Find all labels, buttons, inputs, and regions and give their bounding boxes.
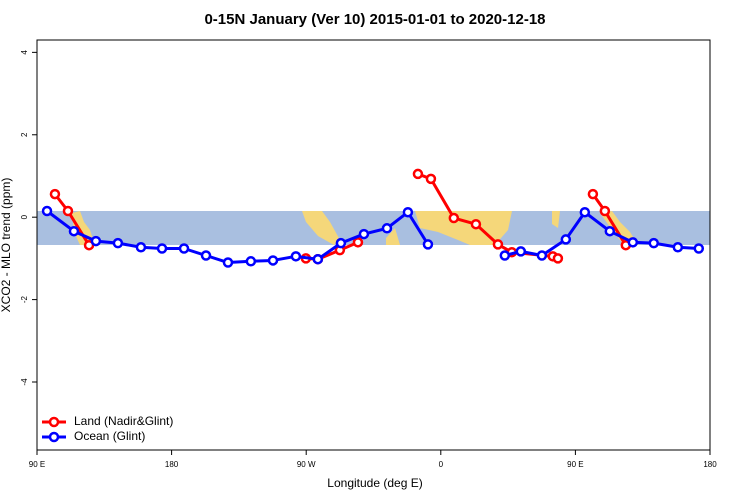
- data-point: [515, 246, 527, 257]
- data-point: [604, 225, 616, 237]
- legend-label: Land (Nadir&Glint): [74, 414, 173, 428]
- y-axis-label: XCO2 - MLO trend (ppm): [0, 178, 13, 313]
- ocean-band: [37, 211, 710, 245]
- y-tick-label: -4: [20, 378, 29, 386]
- data-point: [587, 188, 599, 200]
- x-tick-label: 180: [703, 460, 717, 469]
- data-point: [62, 205, 74, 217]
- legend-marker: [48, 431, 60, 443]
- data-point: [68, 225, 80, 237]
- chart-title: 0-15N January (Ver 10) 2015-01-01 to 202…: [204, 11, 545, 28]
- data-point: [579, 206, 591, 218]
- data-point: [49, 188, 61, 200]
- data-point: [536, 250, 548, 261]
- legend-label: Ocean (Glint): [74, 429, 145, 443]
- legend-marker: [48, 416, 60, 428]
- data-point: [245, 256, 257, 267]
- y-tick-label: 2: [20, 132, 29, 137]
- data-point: [648, 237, 660, 249]
- y-tick-label: -2: [20, 295, 29, 303]
- data-point: [402, 206, 414, 218]
- data-point: [381, 223, 393, 234]
- data-point: [627, 237, 639, 248]
- data-point: [222, 257, 234, 268]
- x-tick-label: 90 E: [567, 460, 583, 469]
- data-point: [358, 228, 370, 240]
- data-point: [599, 205, 611, 217]
- data-point: [290, 251, 302, 262]
- x-tick-label: 180: [165, 460, 179, 469]
- land-patch: [302, 211, 340, 245]
- x-tick-label: 90 E: [29, 460, 45, 469]
- data-point: [90, 235, 102, 247]
- data-point: [499, 250, 511, 261]
- land-patch: [552, 211, 560, 228]
- data-point: [41, 205, 53, 217]
- data-point: [492, 239, 504, 250]
- data-point: [267, 255, 279, 266]
- land-patch: [386, 228, 400, 245]
- data-point: [312, 253, 324, 265]
- data-point: [672, 242, 684, 253]
- x-tick-label: 90 W: [297, 460, 316, 469]
- data-point: [425, 173, 437, 185]
- data-point: [552, 253, 564, 264]
- y-tick-label: 4: [20, 50, 29, 55]
- data-point: [156, 243, 168, 254]
- data-point: [135, 242, 147, 253]
- map-background: [37, 211, 710, 245]
- data-point: [112, 237, 124, 249]
- data-point: [178, 243, 190, 254]
- data-point: [693, 243, 705, 254]
- data-point: [352, 237, 364, 248]
- y-tick-label: 0: [20, 214, 29, 219]
- data-point: [335, 237, 347, 249]
- data-point: [448, 212, 460, 224]
- data-point: [560, 234, 572, 245]
- x-axis-label: Longitude (deg E): [327, 476, 422, 490]
- data-point: [470, 218, 482, 230]
- plot-frame: [36, 39, 711, 451]
- x-tick-label: 0: [439, 460, 444, 469]
- data-point: [200, 250, 212, 261]
- data-point: [412, 168, 424, 180]
- data-point: [422, 239, 434, 250]
